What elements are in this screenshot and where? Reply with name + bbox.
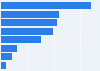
Bar	[1, 2, 91, 9]
Bar	[1, 53, 12, 60]
Bar	[1, 45, 17, 52]
Bar	[1, 62, 6, 69]
Bar	[1, 28, 53, 35]
Bar	[1, 36, 41, 43]
Bar	[1, 11, 59, 18]
Bar	[1, 19, 57, 26]
